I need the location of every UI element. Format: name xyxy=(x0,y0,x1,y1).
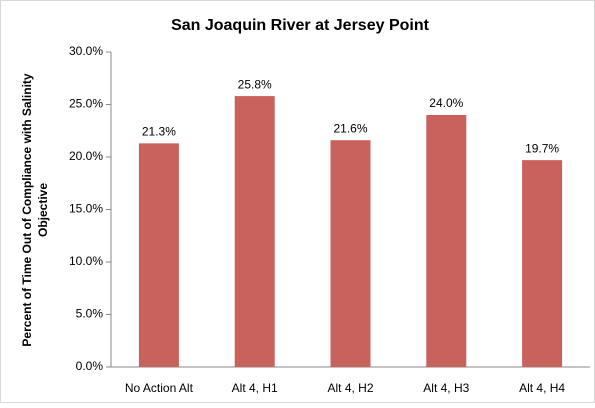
x-tick-label: Alt 4, H1 xyxy=(232,381,278,395)
x-tick-label: No Action Alt xyxy=(125,381,194,395)
y-tick-label: 25.0% xyxy=(69,97,103,111)
y-axis-label: Percent of Time Out of Compliance with S… xyxy=(20,73,34,346)
value-label: 19.7% xyxy=(525,141,559,155)
y-tick-label: 5.0% xyxy=(76,307,104,321)
bar xyxy=(330,140,371,367)
chart-title: San Joaquin River at Jersey Point xyxy=(171,17,430,34)
bar xyxy=(426,115,467,367)
value-label: 21.3% xyxy=(142,125,176,139)
x-tick-label: Alt 4, H3 xyxy=(423,381,469,395)
bar xyxy=(138,143,179,367)
bar xyxy=(522,160,563,367)
y-tick-label: 20.0% xyxy=(69,149,103,163)
y-axis-label: Objective xyxy=(36,183,50,237)
x-tick-label: Alt 4, H4 xyxy=(519,381,565,395)
y-tick-label: 0.0% xyxy=(76,359,104,373)
y-tick-label: 10.0% xyxy=(69,254,103,268)
y-tick-label: 15.0% xyxy=(69,202,103,216)
value-label: 21.6% xyxy=(333,121,367,135)
value-label: 24.0% xyxy=(429,96,463,110)
x-tick-label: Alt 4, H2 xyxy=(327,381,373,395)
bar xyxy=(234,96,275,367)
y-tick-label: 30.0% xyxy=(69,44,103,58)
value-label: 25.8% xyxy=(238,77,272,91)
